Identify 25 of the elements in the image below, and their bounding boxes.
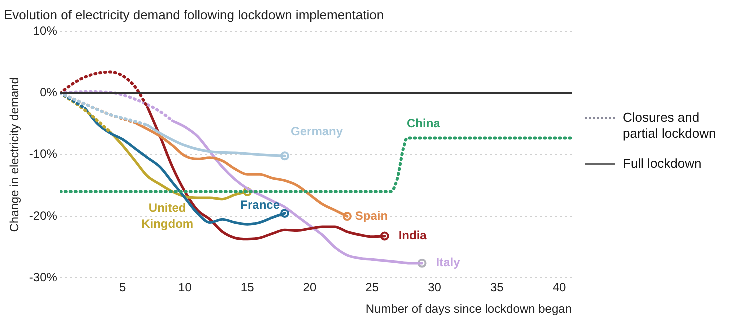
- y-tick-label: -10%: [29, 147, 58, 162]
- series-label: India: [398, 228, 428, 243]
- series-label: France: [240, 198, 280, 212]
- x-tick-label: 35: [490, 280, 504, 295]
- x-tick-label: 10: [178, 280, 192, 295]
- y-tick-label: -20%: [29, 208, 58, 223]
- text: Full lockdown: [623, 156, 703, 172]
- x-tick-label: 5: [119, 280, 126, 295]
- series-label: United Kingdom: [142, 201, 194, 232]
- x-tick-label: 20: [303, 280, 317, 295]
- series-label: Spain: [355, 208, 388, 223]
- series-label: Italy: [436, 256, 461, 270]
- y-axis-title: Change in electricity demand: [8, 78, 22, 232]
- series-label: China: [407, 116, 441, 131]
- y-tick-label: 10%: [33, 24, 58, 38]
- x-axis-title: Number of days since lockdown began: [366, 302, 572, 316]
- y-tick-label: 0%: [40, 86, 58, 100]
- x-tick-label: 15: [240, 280, 255, 295]
- y-tick-label: -30%: [29, 270, 58, 285]
- chart-title: Evolution of electricity demand following lockdown implementation: [4, 7, 384, 22]
- text: Closures and partial lockdown: [623, 110, 718, 142]
- x-tick-label: 30: [428, 280, 442, 295]
- x-tick-label: 25: [366, 280, 380, 295]
- series-label: Germany: [291, 124, 344, 138]
- x-tick-label: 40: [552, 280, 567, 295]
